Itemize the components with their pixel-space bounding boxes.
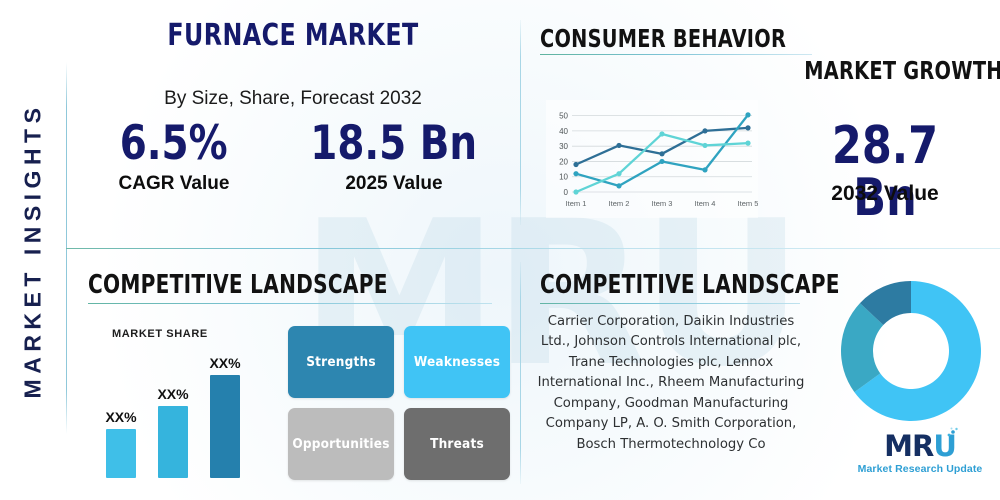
competitive-landscape-right-rule bbox=[540, 303, 800, 304]
svg-text:Item 3: Item 3 bbox=[652, 199, 673, 208]
bar-label-2: XX% bbox=[157, 386, 189, 403]
logo-mark-prefix: MR bbox=[884, 429, 934, 463]
market-share-bar-chart: XX% XX% XX% bbox=[100, 326, 270, 478]
svg-text:0: 0 bbox=[564, 188, 569, 197]
bar-3 bbox=[210, 375, 240, 478]
line-chart-y-tick-labels: 0 10 20 30 40 50 bbox=[559, 112, 568, 197]
svg-text:10: 10 bbox=[559, 173, 568, 182]
svg-text:Item 2: Item 2 bbox=[609, 199, 630, 208]
bar-label-1: XX% bbox=[105, 408, 137, 425]
page-title: FURNACE MARKET bbox=[167, 18, 419, 53]
horizontal-divider bbox=[66, 248, 1000, 249]
donut-segments bbox=[841, 281, 981, 421]
line-chart-gridlines bbox=[572, 115, 752, 193]
competitive-landscape-left-rule bbox=[88, 303, 492, 304]
market-growth-heading: MARKET GROWTH bbox=[804, 56, 1000, 85]
competitive-landscape-right-heading: COMPETITIVE LANDSCAPE bbox=[540, 270, 840, 300]
swot-cell-weaknesses[interactable]: Weaknesses bbox=[404, 326, 510, 398]
line-chart-x-tick-labels: Item 1 Item 2 Item 3 Item 4 Item 5 bbox=[566, 199, 758, 208]
vertical-divider-bottom bbox=[520, 262, 521, 484]
svg-text:30: 30 bbox=[559, 142, 568, 151]
swot-grid: Strengths Weaknesses Opportunities Threats bbox=[288, 326, 510, 480]
vertical-divider-top bbox=[520, 20, 521, 225]
donut-chart-svg bbox=[841, 281, 981, 421]
kpi-2025: 18.5 Bn 2025 Value bbox=[303, 120, 484, 195]
svg-text:Item 1: Item 1 bbox=[566, 199, 587, 208]
page-subtitle: By Size, Share, Forecast 2032 bbox=[164, 88, 422, 109]
svg-text:20: 20 bbox=[559, 157, 568, 166]
market-share-donut-chart bbox=[838, 278, 984, 424]
kpi-2025-value: 18.5 Bn bbox=[310, 116, 478, 171]
svg-text:50: 50 bbox=[559, 112, 568, 121]
logo-sparkle-icon bbox=[947, 427, 958, 437]
kpi-group: 6.5% CAGR Value 18.5 Bn 2025 Value bbox=[80, 120, 520, 195]
consumer-behavior-line-chart: 0 10 20 30 40 50 Item 1 Item 2 Item 3 Item 4 Item… bbox=[546, 100, 758, 218]
logo-mark: MRU bbox=[884, 427, 958, 463]
line-chart-series bbox=[573, 112, 751, 195]
competitive-landscape-left-heading: COMPETITIVE LANDSCAPE bbox=[88, 270, 388, 300]
company-list: Carrier Corporation, Daikin Industries L… bbox=[537, 314, 805, 452]
bar-label-3: XX% bbox=[209, 355, 241, 372]
logo-mark-accent: U bbox=[933, 429, 957, 463]
kpi-2025-label: 2025 Value bbox=[345, 173, 443, 194]
market-share-title: MARKET SHARE bbox=[112, 328, 208, 340]
growth-label: 2032 Value bbox=[831, 182, 939, 205]
bar-2 bbox=[158, 406, 188, 478]
kpi-cagr-label: CAGR Value bbox=[118, 173, 230, 194]
side-band-label: MARKET INSIGHTS bbox=[19, 102, 46, 398]
kpi-cagr: 6.5% CAGR Value bbox=[115, 120, 232, 195]
svg-text:Item 5: Item 5 bbox=[738, 199, 758, 208]
kpi-cagr-value: 6.5% bbox=[120, 116, 228, 171]
svg-text:40: 40 bbox=[559, 127, 568, 136]
swot-cell-strengths[interactable]: Strengths bbox=[288, 326, 394, 398]
mru-logo: MRU Market Research Update bbox=[856, 427, 984, 475]
consumer-behavior-heading: CONSUMER BEHAVIOR bbox=[540, 24, 787, 53]
bar-1 bbox=[106, 428, 136, 478]
swot-cell-threats[interactable]: Threats bbox=[404, 408, 510, 480]
svg-text:Item 4: Item 4 bbox=[695, 199, 716, 208]
logo-subtitle: Market Research Update bbox=[857, 463, 983, 475]
swot-cell-opportunities[interactable]: Opportunities bbox=[288, 408, 394, 480]
growth-value: 28.7 Bn bbox=[831, 116, 939, 228]
consumer-behavior-rule bbox=[540, 54, 812, 55]
side-band: MARKET INSIGHTS bbox=[0, 0, 66, 500]
